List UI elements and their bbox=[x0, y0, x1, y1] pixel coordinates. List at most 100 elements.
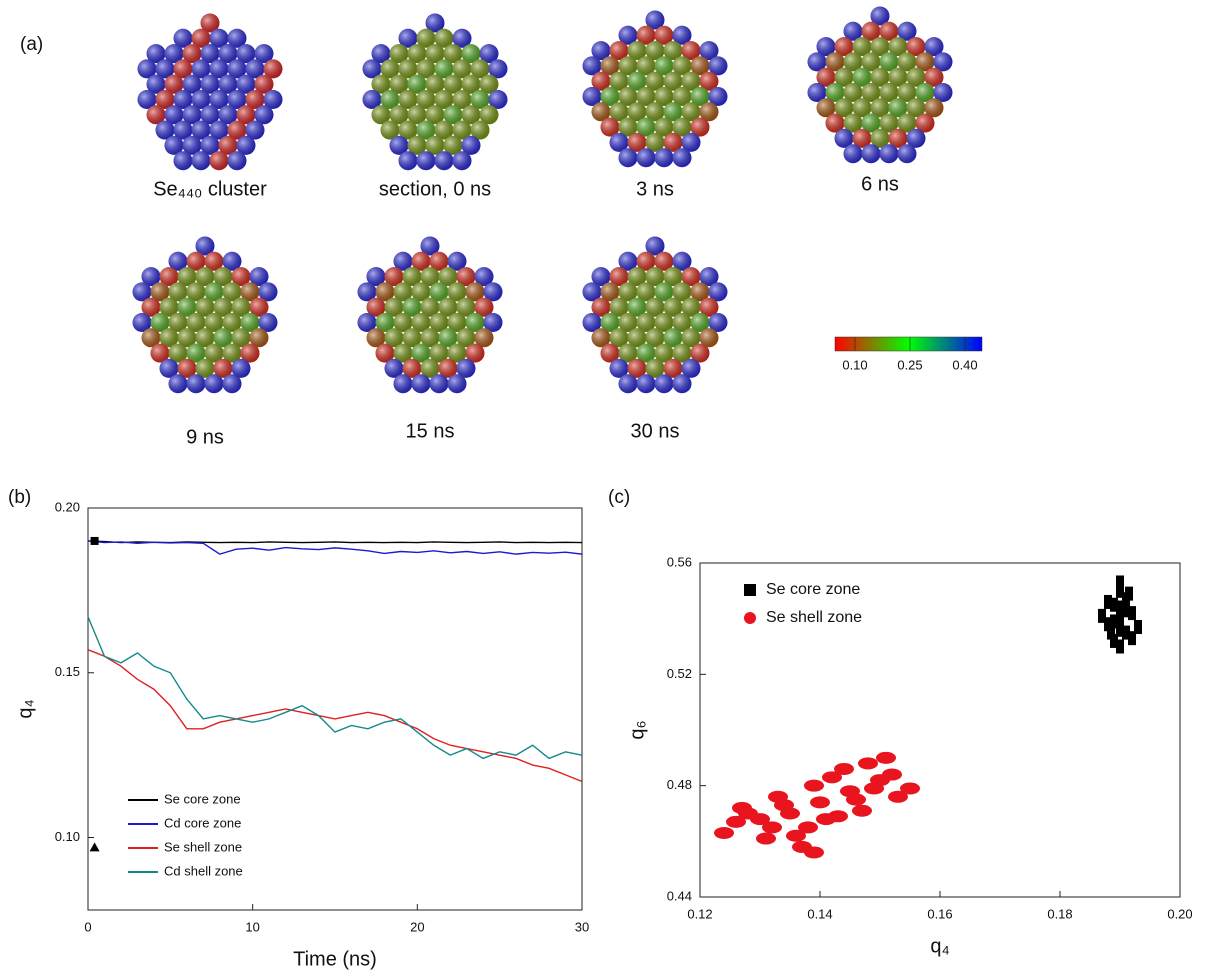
legend-label: Se core zone bbox=[164, 791, 241, 806]
atom-shade bbox=[263, 59, 283, 79]
atom-shade bbox=[470, 59, 490, 79]
atom-shade bbox=[366, 267, 386, 287]
atom-shade bbox=[906, 98, 926, 118]
snapshot-label: 30 ns bbox=[631, 420, 680, 442]
atom-shade bbox=[411, 374, 431, 394]
atom-shade bbox=[627, 328, 647, 348]
atom-shade bbox=[852, 128, 872, 148]
atom-shade bbox=[618, 117, 638, 137]
atom-shade bbox=[897, 144, 917, 164]
atom-shade bbox=[663, 297, 683, 317]
atom-shade bbox=[191, 120, 211, 140]
point bbox=[786, 829, 806, 842]
atom-shade bbox=[447, 343, 467, 363]
atom-shade bbox=[843, 83, 863, 102]
atom-shade bbox=[870, 128, 890, 148]
atom-shade bbox=[681, 102, 701, 122]
atom-shade bbox=[195, 358, 215, 378]
atom-shade bbox=[420, 267, 440, 287]
atom-shade bbox=[182, 74, 202, 94]
atom-shade bbox=[416, 59, 436, 79]
atom-shade bbox=[888, 37, 908, 57]
atom-shade bbox=[362, 90, 382, 109]
atom-shade bbox=[888, 128, 908, 148]
atom-shade bbox=[200, 44, 220, 64]
atom-shade bbox=[447, 313, 467, 332]
atom-shade bbox=[249, 328, 269, 348]
atom-shade bbox=[915, 52, 935, 72]
atom-shade bbox=[227, 59, 247, 79]
atom-shade bbox=[645, 236, 665, 256]
atom-shade bbox=[456, 297, 476, 317]
atom-shade bbox=[807, 83, 827, 102]
atom-shade bbox=[204, 282, 224, 302]
atom-shade bbox=[375, 313, 395, 332]
atom-shade bbox=[150, 313, 170, 332]
point bbox=[1125, 586, 1133, 601]
atom-shade bbox=[213, 297, 233, 317]
atom-shade bbox=[636, 87, 656, 106]
atom-shade bbox=[672, 282, 692, 302]
atom-shade bbox=[618, 87, 638, 106]
cluster bbox=[357, 236, 503, 394]
atom-shade bbox=[663, 328, 683, 348]
atom-shade bbox=[249, 267, 269, 287]
atom-shade bbox=[236, 105, 256, 125]
atom-shade bbox=[636, 374, 656, 394]
colorbar-label: 0.10 bbox=[842, 357, 867, 372]
atom-shade bbox=[452, 151, 472, 171]
atom-shade bbox=[443, 135, 463, 155]
atom-shade bbox=[384, 328, 404, 348]
x-axis-label: Time (ns) bbox=[293, 948, 377, 970]
atom-shade bbox=[141, 297, 161, 317]
atom-shade bbox=[209, 28, 229, 48]
atom-shade bbox=[204, 343, 224, 363]
atom-shade bbox=[636, 251, 656, 271]
atom-shade bbox=[897, 83, 917, 102]
atom-shade bbox=[155, 120, 175, 140]
atom-shade bbox=[425, 74, 445, 94]
atom-shade bbox=[636, 56, 656, 76]
atom-shade bbox=[461, 44, 481, 64]
atom-shade bbox=[218, 44, 238, 64]
point bbox=[804, 846, 824, 859]
atom-shade bbox=[456, 328, 476, 348]
legend-label: Cd shell zone bbox=[164, 863, 243, 878]
atom-shade bbox=[627, 132, 647, 152]
atom-shade bbox=[218, 105, 238, 125]
atom-shade bbox=[164, 105, 184, 125]
atom-shade bbox=[182, 44, 202, 64]
marker bbox=[89, 842, 100, 852]
atom-shade bbox=[159, 328, 179, 348]
atom-shade bbox=[195, 328, 215, 348]
atom-shade bbox=[389, 105, 409, 125]
point bbox=[798, 821, 818, 834]
atom-shade bbox=[438, 297, 458, 317]
atom-shade bbox=[393, 313, 413, 332]
atom-shade bbox=[425, 13, 445, 33]
atom-shade bbox=[420, 297, 440, 317]
snapshot-label: 9 ns bbox=[186, 426, 224, 448]
atom-shade bbox=[933, 83, 953, 102]
point bbox=[1110, 597, 1118, 612]
point bbox=[1116, 600, 1124, 615]
atom-shade bbox=[222, 343, 242, 363]
atom-shade bbox=[420, 328, 440, 348]
atom-shade bbox=[146, 105, 166, 125]
atom-shade bbox=[699, 41, 719, 61]
atom-shade bbox=[173, 151, 193, 171]
snapshot-label: 6 ns bbox=[861, 173, 899, 195]
atom-shade bbox=[200, 13, 220, 33]
atom-shade bbox=[609, 328, 629, 348]
point bbox=[1128, 606, 1136, 621]
atom-shade bbox=[209, 151, 229, 171]
point bbox=[858, 757, 878, 770]
atom-shade bbox=[645, 358, 665, 378]
atom-shade bbox=[861, 52, 881, 72]
y-axis-label: q₄ bbox=[14, 699, 36, 718]
atom-shade bbox=[429, 313, 449, 332]
atom-shade bbox=[164, 135, 184, 155]
atom-shade bbox=[618, 313, 638, 332]
atom-shade bbox=[443, 105, 463, 125]
cluster bbox=[582, 236, 728, 394]
